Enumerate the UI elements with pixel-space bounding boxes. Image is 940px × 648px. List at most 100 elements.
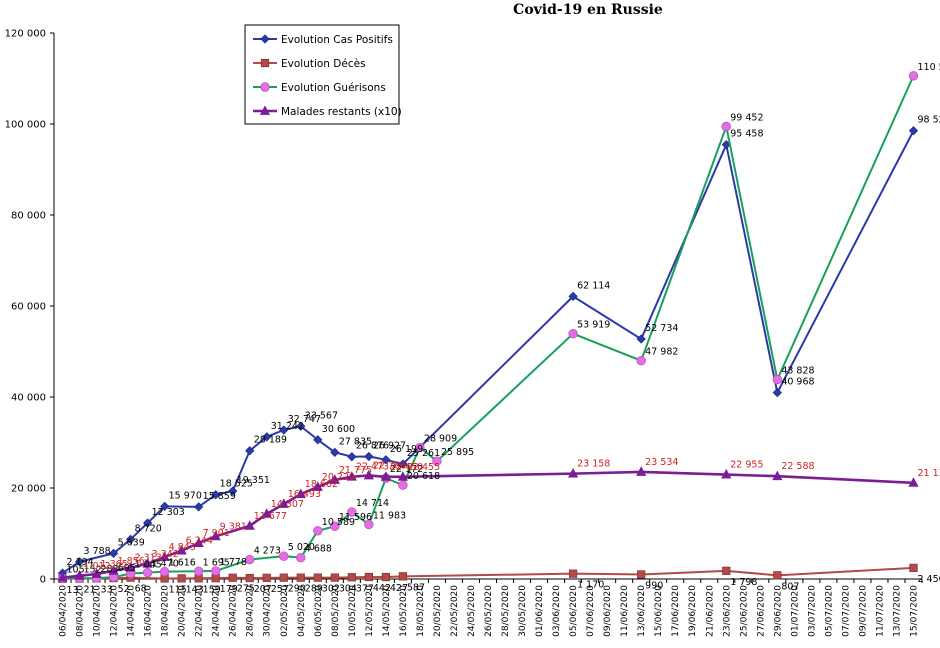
data-label: 302 — [322, 584, 340, 595]
data-label: 16 493 — [288, 489, 321, 500]
data-label: 5 020 — [288, 542, 315, 553]
data-point-marker — [363, 469, 374, 480]
x-tick-label: 07/07/2020 — [841, 585, 851, 637]
x-tick-label: 14/04/2020 — [127, 585, 137, 637]
x-tick-label: 30/04/2020 — [263, 585, 273, 637]
data-point-marker — [262, 432, 272, 442]
data-label: 14 307 — [271, 499, 304, 510]
data-label: 990 — [645, 580, 663, 591]
data-label: 2 450 — [917, 574, 940, 585]
data-label: 18 662 — [305, 479, 338, 490]
data-point-marker — [296, 552, 306, 563]
series-line — [61, 130, 915, 574]
x-tick-label: 05/06/2020 — [569, 585, 579, 637]
data-point-marker — [260, 58, 270, 68]
x-tick-label: 26/04/2020 — [229, 585, 239, 637]
data-point-marker — [108, 548, 119, 558]
data-label: 3 788 — [84, 546, 111, 557]
data-point-marker — [312, 481, 323, 491]
data-point-marker — [245, 446, 255, 456]
data-point-marker — [142, 518, 153, 528]
legend-label: Malades restants (x10) — [281, 106, 402, 118]
data-point-marker — [245, 554, 255, 565]
data-point-marker — [908, 71, 919, 81]
data-label: 22 473 — [356, 462, 389, 473]
data-label: 587 — [407, 582, 425, 593]
x-tick-label: 13/06/2020 — [637, 585, 647, 637]
data-point-marker — [568, 328, 578, 339]
axes: 0 20 000 40 000 60 000 80 000 100 000 120 000 0… — [5, 29, 923, 637]
data-point-marker — [347, 573, 356, 582]
data-point-marker — [228, 573, 237, 582]
data-label: 207 — [254, 584, 272, 595]
data-label: 1 616 — [169, 558, 196, 569]
x-tick-label: 06/05/2020 — [314, 585, 324, 637]
data-point-marker — [211, 490, 221, 500]
data-label: 30 600 — [322, 424, 355, 435]
data-label: 1 012 — [84, 561, 111, 572]
x-tick-label: 28/05/2020 — [501, 585, 511, 637]
data-label: 290 — [288, 584, 306, 595]
data-label: 14 714 — [356, 498, 389, 509]
data-label: 115 — [169, 584, 187, 595]
data-label: 105 — [67, 564, 85, 575]
x-tick-label: 19/06/2020 — [688, 585, 698, 637]
x-tick-label: 20/05/2020 — [433, 585, 443, 637]
data-point-marker — [193, 566, 204, 576]
data-label: 275 — [237, 584, 255, 595]
x-tick-label: 12/05/2020 — [365, 585, 375, 637]
data-label: 11 983 — [373, 510, 406, 521]
data-point-marker — [74, 570, 85, 580]
data-point-marker — [381, 455, 391, 465]
data-point-marker — [567, 467, 579, 478]
x-tick-label: 15/06/2020 — [654, 585, 664, 637]
data-point-marker — [398, 480, 408, 490]
data-point-marker — [259, 105, 271, 115]
data-label: 20 229 — [322, 472, 355, 483]
y-tick-label: 0 — [40, 575, 46, 586]
data-point-marker — [347, 452, 357, 462]
x-tick-label: 30/05/2020 — [518, 585, 528, 637]
data-label: 9 381 — [220, 521, 247, 532]
data-point-marker — [91, 568, 102, 578]
x-tick-label: 16/05/2020 — [399, 585, 409, 637]
legend-item: Malades restants (x10) — [253, 105, 402, 118]
data-label: 12 303 — [152, 507, 185, 518]
data-label: 8 720 — [135, 523, 162, 534]
data-point-marker — [636, 466, 647, 476]
x-tick-label: 28/04/2020 — [246, 585, 256, 637]
x-tick-label: 10/04/2020 — [93, 585, 103, 637]
data-label: 21 775 — [339, 465, 372, 476]
data-label: 21 — [84, 585, 96, 596]
data-label: 159 — [203, 584, 221, 595]
data-label: 21 135 — [917, 468, 940, 479]
data-label: 5 639 — [118, 537, 145, 548]
data-point-marker — [380, 471, 391, 481]
data-label: 22 766 — [373, 460, 406, 471]
data-label: 4 843 — [169, 542, 196, 553]
x-tick-label: 15/07/2020 — [909, 585, 919, 637]
data-label: 28 189 — [254, 435, 287, 446]
series-layer — [57, 71, 919, 584]
data-point-marker — [398, 459, 408, 469]
data-point-marker — [279, 573, 288, 582]
data-point-marker — [637, 570, 646, 579]
data-point-marker — [295, 488, 306, 498]
data-point-marker — [364, 572, 373, 582]
data-label: 32 747 — [288, 414, 321, 425]
x-tick-label: 18/05/2020 — [416, 585, 426, 637]
data-point-marker — [347, 507, 357, 517]
x-tick-label: 17/06/2020 — [671, 585, 681, 637]
data-label: 1 365 — [101, 559, 128, 570]
data-point-marker — [228, 486, 238, 496]
data-label: 25 895 — [441, 447, 474, 458]
data-point-marker — [262, 573, 271, 582]
data-label: 18 525 — [220, 479, 253, 490]
data-label: 43 828 — [781, 366, 814, 377]
data-label: 22 455 — [407, 462, 440, 473]
data-point-marker — [364, 451, 374, 462]
data-point-marker — [772, 387, 782, 398]
data-point-marker — [296, 573, 305, 582]
data-label: 99 452 — [730, 112, 763, 123]
